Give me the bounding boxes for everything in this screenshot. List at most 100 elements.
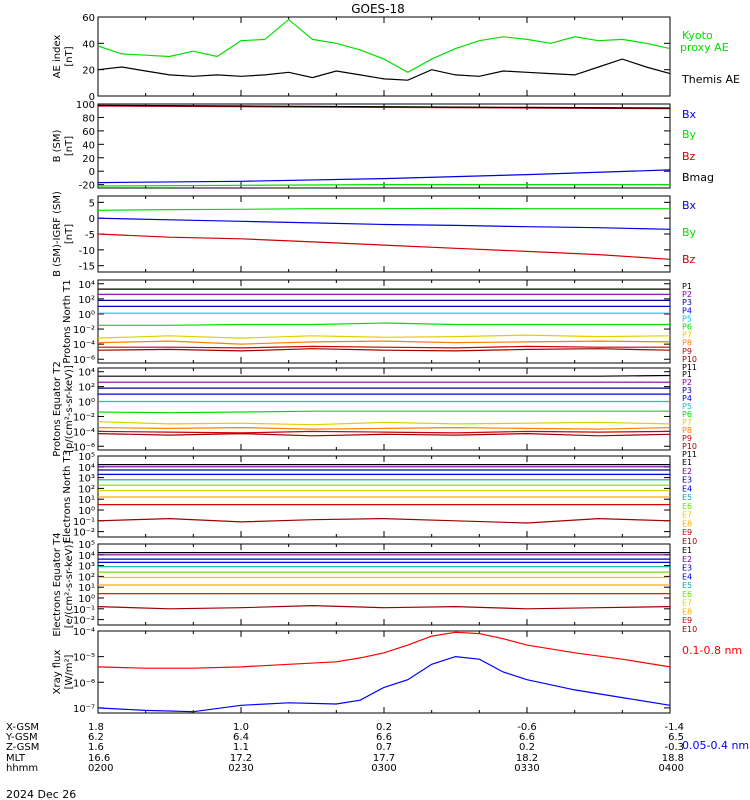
legend-entry: Bz (682, 150, 696, 163)
legend-entry: Bx (682, 108, 697, 121)
y-tick-label: 10⁵ (78, 540, 95, 551)
series-line-p8 (97, 340, 671, 345)
y-tick-label: 10⁻⁵ (73, 653, 95, 664)
legend-entry: E5 (682, 581, 692, 590)
legend-entry: P3 (682, 298, 692, 307)
panel-5: 10⁴ 10² 10⁰ 10⁻² 10⁻⁴ 10⁻⁶ Protons Equator T2[… (52, 361, 697, 459)
legend-entry: E8 (682, 607, 692, 616)
y-tick-label: 10⁻¹ (73, 605, 95, 616)
legend-entry: E7 (682, 511, 692, 520)
y-tick-label: 10² (78, 572, 95, 583)
legend-entry: By (682, 226, 697, 239)
y-tick-label: 10⁻⁷ (73, 704, 95, 715)
legend-entry: P7 (682, 418, 692, 427)
legend-entry: E1 (682, 546, 692, 555)
y-axis-label: Protons North T1 (62, 279, 73, 363)
legend-entry: P6 (682, 323, 692, 332)
legend-entry: E6 (682, 502, 692, 511)
legend-entry: P1 (682, 282, 692, 291)
legend-entry: P6 (682, 410, 692, 419)
y-axis-label: AE index (52, 35, 63, 79)
y-tick-label: 60 (82, 127, 95, 138)
panel-2: -20 0 20 40 60 80 100 B (SM) [nT] Bx By Bz Bmag (52, 100, 714, 192)
y-tick-label: 10⁻⁶ (73, 442, 95, 453)
series-line-p10 (97, 432, 671, 437)
legend-entry: P5 (682, 402, 692, 411)
y-axis-unit: [nT] (64, 224, 75, 244)
y-tick-label: 10³ (78, 562, 95, 573)
legend-entry: proxy AE (680, 41, 729, 54)
legend-entry: E3 (682, 476, 692, 485)
legend-entry: P2 (682, 378, 692, 387)
y-axis-unit: [nT] (64, 46, 75, 66)
ephemeris-value: 1.6 (88, 742, 104, 753)
series-line-e10 (97, 517, 671, 524)
ephemeris-value: 16.6 (88, 753, 110, 764)
y-tick-label: 10⁻⁶ (73, 678, 95, 689)
y-tick-label: -20 (79, 181, 95, 192)
y-tick-label: -15 (79, 262, 95, 273)
legend-entry: P10 (682, 355, 697, 364)
y-tick-label: 10⁻⁴ (73, 427, 95, 438)
y-tick-label: 10⁻⁴ (73, 340, 95, 351)
legend-entry: P3 (682, 386, 692, 395)
ephemeris-value: 0.7 (376, 742, 392, 753)
ephemeris-row-label: Z-GSM (6, 742, 39, 753)
ephemeris-value: 1.1 (233, 742, 249, 753)
y-tick-label: 10² (78, 484, 95, 495)
y-axis-label: Protons Equator T2 (52, 361, 63, 457)
legend-entry: By (682, 128, 697, 141)
ephemeris-value: 0300 (371, 763, 396, 774)
legend-entry: P9 (682, 434, 692, 443)
series-line-p1 (98, 374, 671, 377)
series-line-themis-ae (97, 58, 671, 81)
legend-entry: E10 (682, 625, 697, 634)
y-tick-label: 10¹ (78, 583, 95, 594)
legend-entry: E1 (682, 458, 692, 467)
legend-entry: P2 (682, 290, 692, 299)
legend-entry: Themis AE (681, 73, 740, 86)
legend-entry: P1 (682, 370, 692, 379)
y-axis-label: Xray flux (52, 650, 63, 695)
y-tick-label: 10⁻⁶ (73, 355, 95, 366)
panel-3: -15 -10 -5 0 5 B (SM)-IGRF (SM) [nT] Bx By Bz (52, 191, 697, 277)
series-line-p7 (97, 421, 671, 426)
ephemeris-value: -0.3 (664, 742, 684, 753)
panel-frame (97, 195, 671, 273)
ephemeris-value: 0230 (228, 763, 253, 774)
legend-entry: E9 (682, 616, 692, 625)
y-axis-label: B (SM)-IGRF (SM) (52, 191, 63, 277)
legend-entry: E9 (682, 528, 692, 537)
legend-entry: Bz (682, 253, 696, 266)
legend-entry: P4 (682, 394, 692, 403)
legend-entry: E8 (682, 519, 692, 528)
legend-entry: E2 (682, 555, 692, 564)
y-axis-label: Electrons Equator T4 (52, 532, 63, 636)
y-tick-label: 10⁵ (78, 452, 95, 463)
y-axis-label: Electrons North T3 (62, 450, 73, 543)
y-tick-label: 10⁴ (78, 551, 95, 562)
ephemeris-value: 0330 (514, 763, 539, 774)
y-axis-unit: [nT] (64, 136, 75, 156)
series-line-p10 (97, 348, 671, 352)
ephemeris-value: -0.6 (517, 722, 537, 733)
ephemeris-row-label: hhmm (6, 763, 38, 774)
legend-entry: Bmag (682, 171, 714, 184)
series-line-bz (97, 105, 671, 110)
ephemeris-value: 0400 (659, 763, 684, 774)
y-axis-unit: [W/m²] (64, 654, 75, 689)
series-line-bz (97, 233, 671, 260)
ephemeris-value: 6.4 (233, 732, 249, 743)
y-axis-unit: [e/(cm²-s-sr-keV)] (64, 541, 75, 629)
y-tick-label: 10⁰ (78, 506, 95, 517)
ephemeris-value: 17.2 (230, 753, 252, 764)
ephemeris-value: 18.8 (662, 753, 684, 764)
y-tick-label: 10⁻² (73, 616, 95, 627)
legend-entry: P9 (682, 347, 692, 356)
legend-entry: E10 (682, 537, 697, 546)
ephemeris-value: -1.4 (664, 722, 684, 733)
